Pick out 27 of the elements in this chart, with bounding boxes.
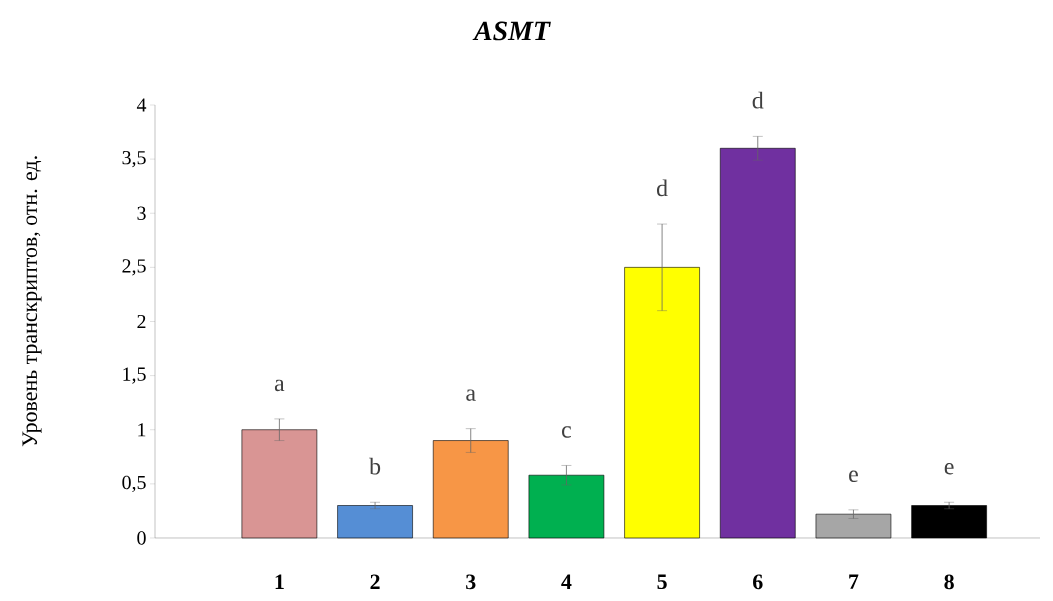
x-tick-label: 1	[275, 574, 284, 589]
y-tick-label: 2,5	[122, 259, 146, 276]
chart-title: ASMT	[472, 21, 551, 41]
annotation: b	[369, 457, 381, 475]
y-axis-title: Уровень транскриптов, отн. ед.	[22, 156, 42, 447]
x-tick-label: 3	[466, 574, 476, 590]
y-tick-label: 0,5	[122, 475, 146, 493]
x-tick-label: 2	[370, 574, 380, 590]
annotation: a	[466, 389, 476, 401]
y-tick-label: 3,5	[122, 150, 146, 168]
x-tick-label: 7	[849, 574, 859, 589]
y-tick-label: 1	[138, 423, 146, 437]
x-tick-label: 6	[753, 574, 763, 590]
annotation: c	[562, 426, 571, 438]
y-tick-label: 3	[137, 206, 146, 220]
y-tick-label: 1,5	[123, 367, 146, 384]
x-tick-label: 5	[657, 574, 667, 590]
annotation: d	[656, 179, 668, 197]
y-tick-label: 2	[137, 314, 146, 329]
y-tick-label: 4	[136, 98, 147, 112]
annotation: e	[849, 470, 858, 483]
annotation: d	[752, 91, 764, 109]
y-tick-label: 0	[137, 531, 146, 545]
x-tick-label: 4	[561, 574, 572, 589]
annotation: a	[274, 379, 285, 392]
x-tick-label: 8	[944, 574, 954, 590]
annotation: e	[944, 463, 954, 475]
